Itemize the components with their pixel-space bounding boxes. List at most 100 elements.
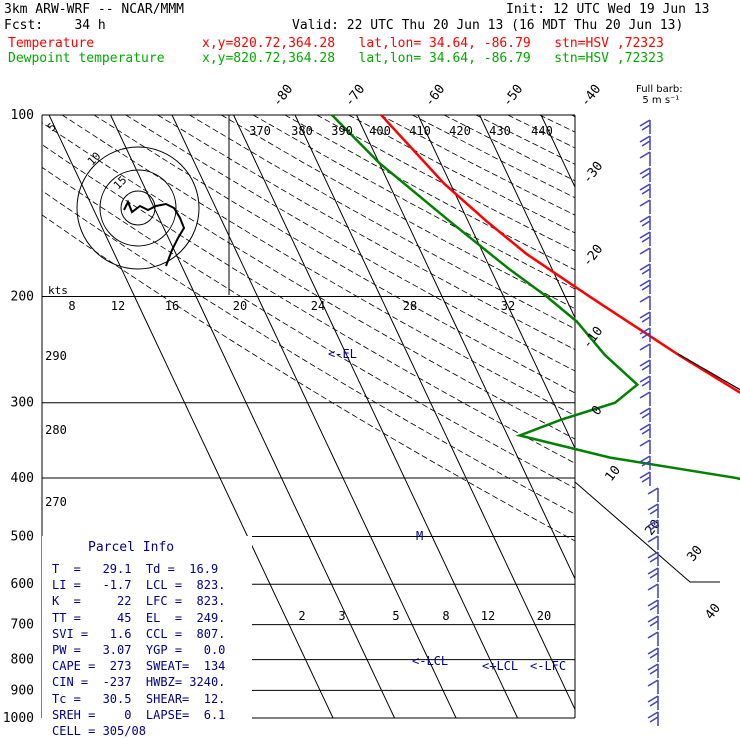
parcel-info-row: LI = -1.7 LCL = 823. [52,578,226,593]
isotherm [726,115,740,731]
parcel-info-row: T = 29.1 Td = 16.9 [52,562,219,576]
legend-temperature-loc: x,y=820.72,364.28 lat,lon= 34.64, -86.79… [202,36,664,51]
isotherm [603,115,740,731]
parcel-info-row: CAPE = 273 SWEAT= 134 [52,659,226,674]
dry-adiabat [125,115,575,372]
theta-label: 440 [531,124,553,138]
mixing-ratio-label: 5 [392,609,399,623]
temperature-label: -50 [500,82,526,110]
parcel-info-title: Parcel Info [88,540,175,555]
dry-adiabat [42,122,575,440]
hodo-ring-label: 10 [85,150,104,169]
dry-adiabat [571,115,575,118]
theta-label: 430 [489,124,511,138]
parcel-info-row: TT = 45 EL = 249. [52,610,226,625]
valid-time: Valid: 22 UTC Thu 20 Jun 13 (16 MDT Thu … [292,18,684,33]
theta-label: 420 [449,124,471,138]
legend-dewpoint: Dewpoint temperature [8,51,165,66]
temperature-label: -30 [580,159,606,187]
hodo-ring [120,190,156,226]
isotherm [356,115,575,580]
isotherm [110,115,396,718]
dry-adiabat [316,115,575,252]
isotherm [233,115,519,718]
pressure-label: 800 [11,653,34,668]
level-marker: <+LCL [482,659,518,673]
mixing-ratio-label: 3 [338,609,345,623]
dry-adiabat [539,115,575,133]
dry-adiabat-label: 280 [45,423,67,437]
temperature-label: -70 [342,82,368,110]
hodo-scale-label: 32 [501,299,515,313]
temperature-label: -60 [422,82,448,110]
level-marker: <-EL [328,347,357,361]
temperature-label: -40 [578,82,604,110]
legend-temperature: Temperature [8,36,95,51]
theta-label: 400 [369,124,391,138]
dry-adiabat [93,115,575,394]
isotherm [540,115,575,189]
isotherm [294,115,575,711]
dry-adiabat [603,115,740,728]
hodo-ring [99,169,177,247]
isotherm [171,115,457,718]
theta-label: 410 [409,124,431,138]
parcel-info-row: Tc = 30.5 SHEAR= 12. [52,691,226,706]
hodo-scale-label: 28 [403,299,417,313]
parcel-info-row: CIN = -237 HWBZ= 3240. [52,675,226,690]
dry-adiabat [221,115,575,310]
mixing-ratio-label: 12 [481,609,495,623]
hodo-ring-label: 15 [111,174,130,193]
pressure-label: 400 [11,471,34,486]
hodo-ring [76,146,200,270]
parcel-info-row: K = 22 LFC = 823. [52,594,226,609]
temperature-label: 30 [685,543,706,565]
parcel-info-row: SVI = 1.6 CCL = 807. [52,626,226,641]
parcel-path [677,353,740,391]
isotherm [48,115,334,718]
temperature-label: -80 [270,82,296,110]
forecast-hour: Fcst: 34 h [4,18,106,33]
parcel-info-row: CELL = 305/08 [52,724,146,738]
dry-adiabat [42,166,575,489]
theta-label: 370 [249,124,271,138]
pressure-label: 600 [11,577,34,592]
hodo-scale-label: 12 [111,299,125,313]
pressure-label: 900 [11,683,34,698]
dry-adiabat [61,115,575,417]
temperature-label: -10 [580,324,606,352]
hodo-scale-label: 20 [233,299,247,313]
pressure-label: 300 [11,396,34,411]
model-title: 3km ARW-WRF -- NCAR/MMM [4,2,185,17]
hodo-scale-label: 8 [68,299,75,313]
dry-adiabat [475,115,575,165]
pressure-label: 500 [11,529,34,544]
hodograph-trace [123,199,186,267]
pressure-label: 1000 [3,711,34,726]
mixing-ratio-label: 20 [537,609,551,623]
dry-adiabat [252,115,575,290]
dry-adiabat [284,115,575,271]
pressure-label: 100 [11,108,34,123]
dry-adiabat [42,190,575,515]
temperature-label: 10 [603,463,624,485]
level-marker: <-LCL [412,654,448,668]
dry-adiabat-label: 270 [45,495,67,509]
isotherm [479,115,575,319]
hodo-scale-label: 16 [165,299,179,313]
isotherm [417,115,575,450]
temperature-profile [380,114,740,395]
dry-adiabat-label: 290 [45,349,67,363]
parcel-info-row: SREH = 0 LAPSE= 6.1 [52,707,226,722]
hodo-unit: kts [48,284,68,297]
pressure-label: 200 [11,290,34,305]
pressure-label: 700 [11,618,34,633]
dry-adiabat [348,115,575,234]
legend-dewpoint-loc: x,y=820.72,364.28 lat,lon= 34.64, -86.79… [202,51,664,66]
level-marker: <-LFC [530,659,566,673]
theta-label: 390 [331,124,353,138]
dewpoint-profile [331,114,740,481]
theta-label: 380 [291,124,313,138]
temperature-label: -20 [580,242,606,270]
